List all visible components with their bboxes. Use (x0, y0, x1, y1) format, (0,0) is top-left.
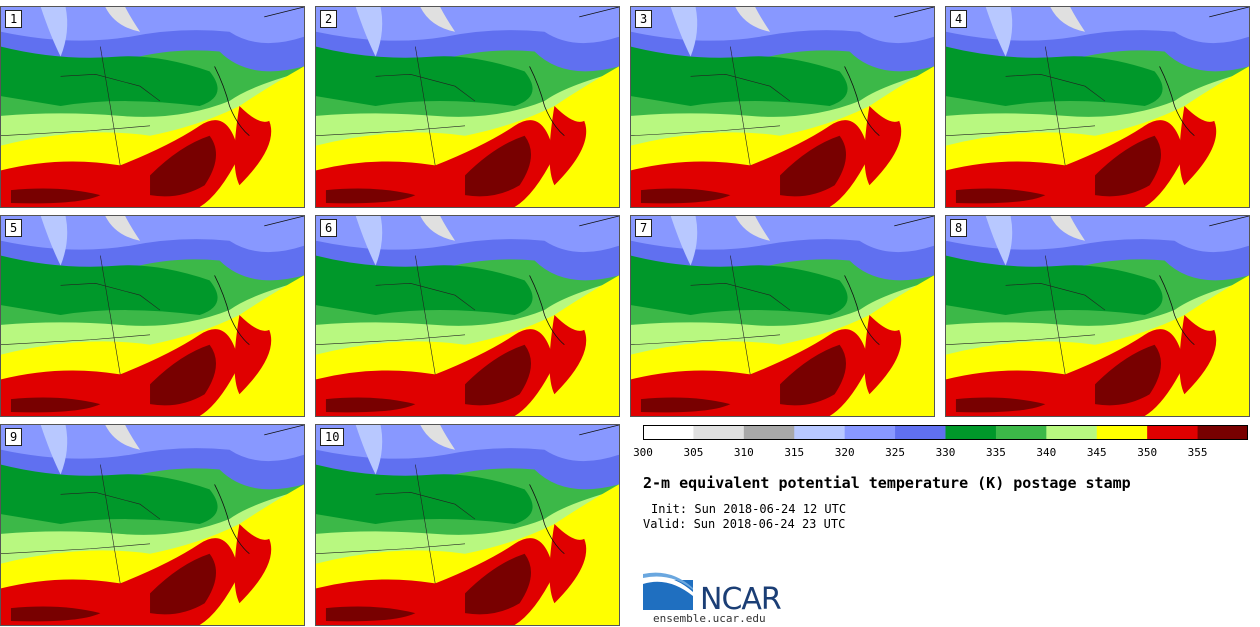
logo-url: ensemble.ucar.edu (653, 612, 766, 625)
panel-number: 6 (320, 219, 338, 237)
panel-number: 5 (5, 219, 23, 237)
colorbar-tick-label: 355 (1187, 446, 1208, 459)
map-panel: 9 (0, 424, 305, 626)
map-panel: 10 (315, 424, 620, 626)
map-panel: 8 (945, 215, 1250, 417)
panel-number: 4 (950, 10, 968, 28)
colorbar-tick-label: 325 (885, 446, 906, 459)
colorbar-tick-label: 315 (784, 446, 805, 459)
logo-text: NCAR (700, 582, 782, 617)
panel-number: 9 (5, 428, 23, 446)
colorbar-tick-label: 330 (935, 446, 956, 459)
colorbar-tick-label: 300 (633, 446, 653, 459)
colorbar-tick-label: 320 (834, 446, 855, 459)
panel-number: 3 (635, 10, 653, 28)
colorbar-swatch (1096, 425, 1148, 440)
init-time: Init: Sun 2018-06-24 12 UTC (651, 502, 847, 516)
colorbar-swatch (643, 425, 694, 440)
colorbar-swatch (1046, 425, 1098, 440)
colorbar-tick-label: 345 (1086, 446, 1107, 459)
colorbar-swatch (1147, 425, 1199, 440)
panel-number: 1 (5, 10, 23, 28)
map-panel: 2 (315, 6, 620, 208)
colorbar (643, 425, 1248, 440)
colorbar-swatch (794, 425, 846, 440)
colorbar-swatch (743, 425, 795, 440)
valid-time: Valid: Sun 2018-06-24 23 UTC (643, 517, 846, 531)
colorbar-tick-label: 305 (683, 446, 704, 459)
colorbar-swatch (1197, 425, 1248, 440)
map-panel: 5 (0, 215, 305, 417)
colorbar-tick-label: 340 (1036, 446, 1057, 459)
colorbar-swatch (693, 425, 745, 440)
colorbar-tick-label: 350 (1137, 446, 1158, 459)
panel-number: 8 (950, 219, 968, 237)
colorbar-swatch (844, 425, 896, 440)
colorbar-swatch (945, 425, 997, 440)
figure-title: 2-m equivalent potential temperature (K)… (643, 474, 1131, 492)
map-panel: 4 (945, 6, 1250, 208)
panel-number: 7 (635, 219, 653, 237)
colorbar-tick-label: 310 (733, 446, 754, 459)
colorbar-swatch (895, 425, 946, 440)
panel-number: 2 (320, 10, 338, 28)
colorbar-swatch (995, 425, 1047, 440)
map-panel: 3 (630, 6, 935, 208)
panel-number: 10 (320, 428, 345, 446)
colorbar-tick-label: 335 (985, 446, 1006, 459)
map-panel: 6 (315, 215, 620, 417)
ncar-logo-icon (643, 572, 693, 610)
map-panel: 7 (630, 215, 935, 417)
map-panel: 1 (0, 6, 305, 208)
